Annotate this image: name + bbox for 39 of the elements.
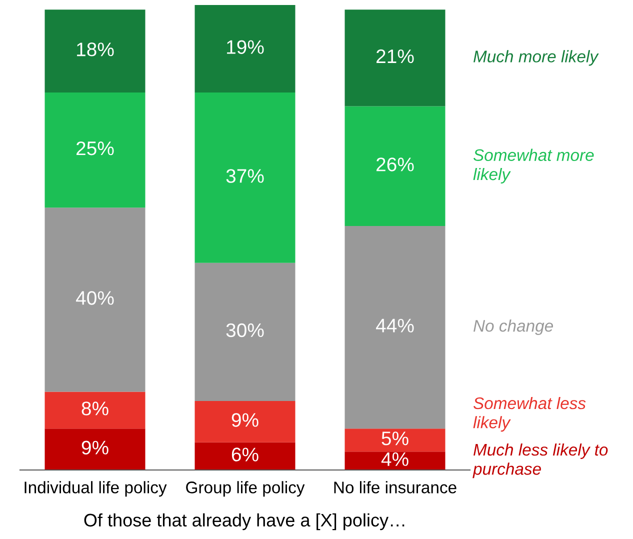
- series-label: Much less likely to purchase: [472, 443, 608, 478]
- bar: [194, 262, 296, 401]
- data-label: 9%: [82, 440, 108, 454]
- bar: [194, 400, 296, 442]
- data-label: 5%: [382, 432, 408, 446]
- data-label: 19%: [227, 40, 264, 54]
- data-label: 4%: [381, 452, 408, 466]
- data-label: 9%: [232, 413, 258, 427]
- bar: [344, 106, 446, 226]
- x-tick-label: Group life policy: [186, 481, 305, 497]
- bar: [44, 392, 146, 429]
- data-label: 18%: [77, 42, 114, 56]
- data-label: 8%: [82, 402, 108, 416]
- x-axis-title: Of those that already have a [X] policy…: [84, 513, 404, 530]
- series-label: Somewhat less likely: [473, 396, 586, 432]
- series-label: Somewhat more likely: [473, 148, 594, 184]
- data-label: 25%: [76, 141, 114, 156]
- data-label: 21%: [376, 49, 414, 64]
- bar: [194, 442, 296, 470]
- bar: [194, 5, 296, 92]
- data-label: 30%: [226, 323, 264, 338]
- data-label: 44%: [376, 318, 414, 332]
- bar: [344, 226, 446, 429]
- series-label: Much more likely: [474, 50, 599, 66]
- bar: [44, 208, 146, 392]
- data-label: 40%: [76, 291, 114, 305]
- data-label: 6%: [232, 448, 258, 462]
- bar: [44, 92, 146, 208]
- data-label: 37%: [226, 169, 264, 183]
- x-tick-label: No life insurance: [334, 481, 456, 494]
- bar: [44, 10, 146, 92]
- series-label: No change: [474, 320, 553, 336]
- data-label: 26%: [376, 158, 414, 172]
- bar: [194, 92, 296, 263]
- bar: [344, 452, 446, 470]
- bar: [344, 10, 446, 106]
- bar: [44, 428, 146, 470]
- bar: [344, 428, 446, 452]
- x-tick-label: Individual life policy: [24, 481, 167, 497]
